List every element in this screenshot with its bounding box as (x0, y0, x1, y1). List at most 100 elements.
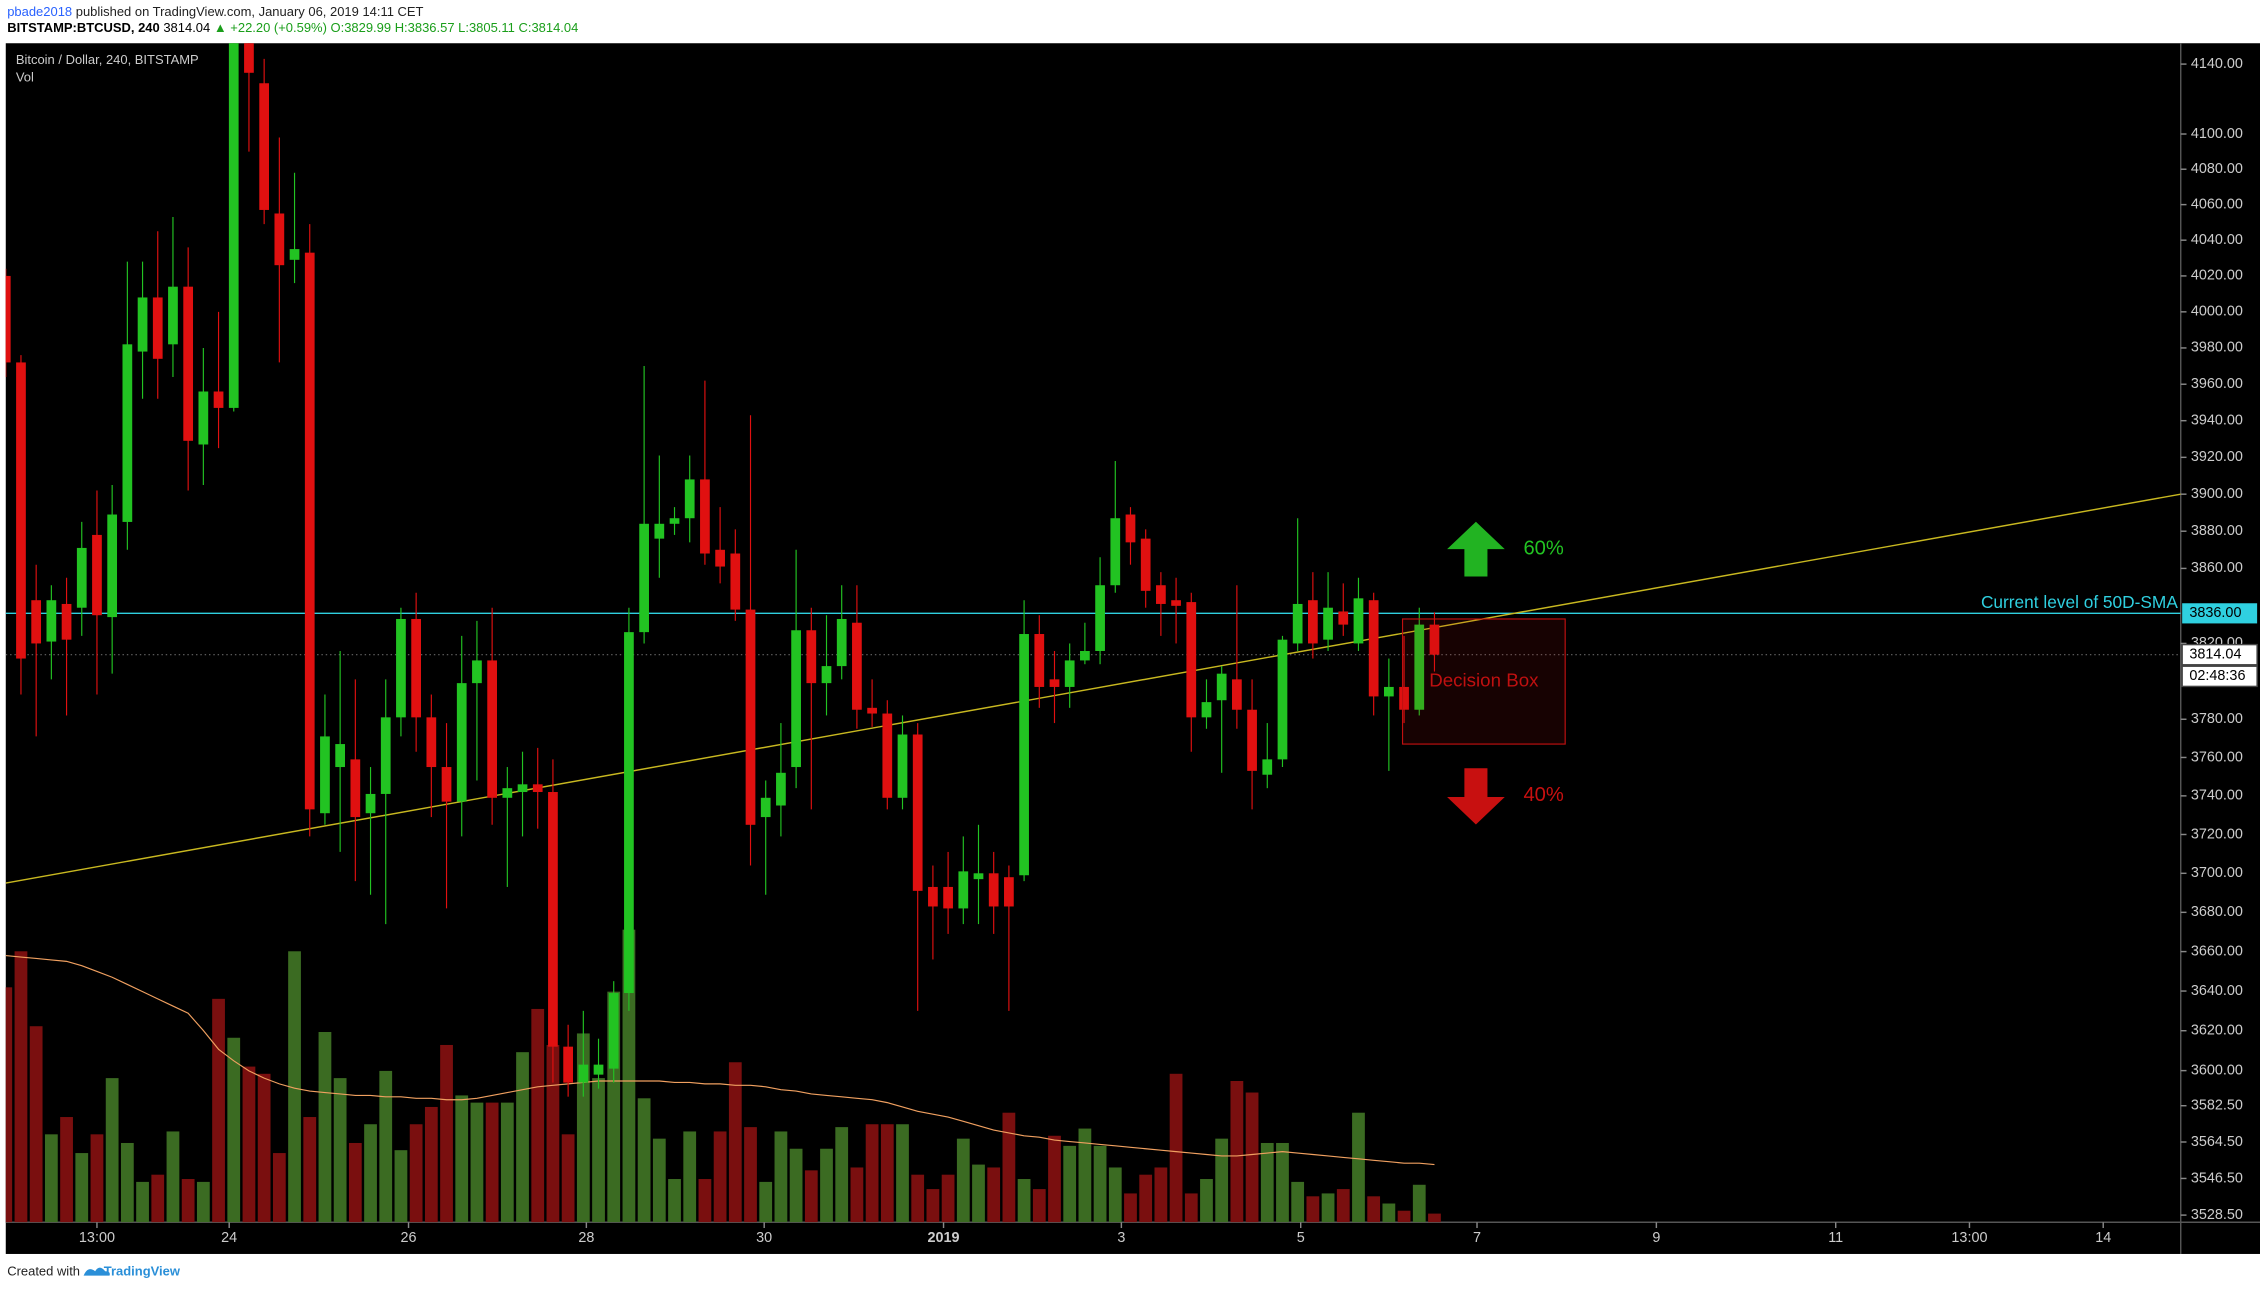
y-tick-label: 3700.00 (2191, 865, 2243, 881)
x-tick-label: 13:00 (79, 1230, 115, 1246)
candle-body (852, 622, 862, 710)
volume-bar (592, 1078, 605, 1223)
y-tick-label: 3546.50 (2191, 1170, 2243, 1186)
volume-bar (303, 1117, 317, 1223)
candle-body (1277, 639, 1288, 760)
candle-body (867, 707, 877, 714)
up-arrow (1447, 521, 1505, 577)
y-tick-label: 3940.00 (2191, 413, 2243, 429)
volume-bar (1154, 1167, 1168, 1223)
volume-bar (622, 929, 636, 1223)
volume-bar (136, 1181, 149, 1223)
y-tick-label: 3740.00 (2191, 788, 2243, 804)
candle-body (289, 249, 300, 260)
y-tick-label: 3660.00 (2191, 943, 2243, 959)
candle-body (5, 275, 11, 363)
volume-bar (1139, 1174, 1153, 1223)
candle-body (183, 286, 194, 441)
last-price-box (2181, 643, 2258, 666)
y-tick-label: 3528.50 (2191, 1207, 2243, 1223)
volume-bar (1078, 1128, 1092, 1223)
volume-bar (333, 1078, 347, 1223)
y-tick-label: 3980.00 (2191, 340, 2243, 356)
volume-bar (1215, 1138, 1229, 1223)
candle-body (1034, 634, 1045, 687)
candle-body (821, 666, 832, 684)
volume-bar (196, 1181, 210, 1223)
y-tick-label: 4040.00 (2191, 232, 2243, 248)
down-arrow (1447, 768, 1505, 825)
author[interactable]: pbade2018 (7, 4, 72, 19)
y-tick-label: 3600.00 (2191, 1062, 2243, 1078)
volume-bar (364, 1124, 377, 1223)
volume-bar (379, 1070, 393, 1223)
volume-bar (212, 998, 225, 1223)
y-tick-label: 3760.00 (2191, 749, 2243, 765)
candle-body (320, 736, 330, 814)
candle-body (213, 391, 224, 408)
candle-body (1247, 709, 1257, 771)
candle-body (61, 603, 72, 640)
candle-body (928, 886, 938, 907)
x-tick-label: 30 (756, 1230, 772, 1246)
candle-body (806, 630, 817, 684)
volume-bar (105, 1078, 119, 1223)
candle-body (396, 618, 406, 718)
volume-bar (1048, 1135, 1061, 1223)
brand[interactable]: TradingView (104, 1264, 181, 1279)
candle-body (639, 523, 649, 633)
candle-body (897, 734, 908, 798)
candle-body (168, 286, 178, 345)
candle-body (16, 362, 26, 659)
legend-symbol: Bitcoin / Dollar, 240, BITSTAMP (16, 52, 199, 67)
x-tick-label: 13:00 (1951, 1230, 1987, 1246)
volume-bar (546, 1044, 560, 1223)
volume-bar (774, 1131, 788, 1223)
published: published on TradingView.com, January 06… (76, 4, 424, 19)
candle-body (1338, 611, 1349, 625)
y-tick-label: 4140.00 (2191, 56, 2243, 72)
volume-bar (561, 1134, 575, 1223)
volume-bar (1063, 1145, 1077, 1223)
volume-bar (1397, 1210, 1411, 1223)
volume-bar (394, 1150, 408, 1223)
candle-body (836, 618, 847, 667)
candle-body (472, 660, 482, 684)
candle-body (776, 772, 786, 806)
candle-body (92, 534, 102, 616)
candle-body (1064, 660, 1075, 687)
volume-bar (1306, 1196, 1320, 1223)
x-tick-label: 7 (1473, 1230, 1481, 1246)
volume-bar (1321, 1193, 1335, 1223)
candle-body (487, 660, 497, 798)
volume-bar (470, 1102, 484, 1223)
candle-body (578, 1064, 589, 1083)
volume-bar (409, 1124, 423, 1223)
volume-bar (424, 1106, 438, 1223)
y-tick-label: 3960.00 (2191, 376, 2243, 392)
candle-body (517, 784, 528, 793)
volume-bar (668, 1179, 681, 1223)
annotations: 60% 40% Decision Box Current level of 50D… (1401, 521, 2178, 825)
header-line-2: BITSTAMP:BTCUSD, 240 3814.04 ▲ +22.20 (+… (7, 20, 578, 35)
candle-body (745, 609, 756, 825)
candle-body (411, 618, 421, 718)
symbol: BITSTAMP:BTCUSD, 240 (7, 20, 160, 35)
volume-bar (728, 1062, 742, 1223)
x-tick-label: 28 (578, 1230, 594, 1246)
candle-body (1323, 607, 1333, 640)
candle-body (1308, 600, 1318, 644)
candle-body (350, 759, 361, 818)
candle-body (456, 683, 467, 802)
volume-bar (1382, 1203, 1396, 1223)
candle-body (152, 297, 163, 359)
candle-body (1292, 603, 1303, 644)
volume-bar (896, 1124, 909, 1223)
volume-bar (516, 1052, 529, 1223)
candle-body (228, 43, 239, 408)
volume-bar (166, 1131, 180, 1223)
x-tick-label: 24 (221, 1230, 237, 1246)
x-tick-label: 14 (2095, 1230, 2111, 1246)
